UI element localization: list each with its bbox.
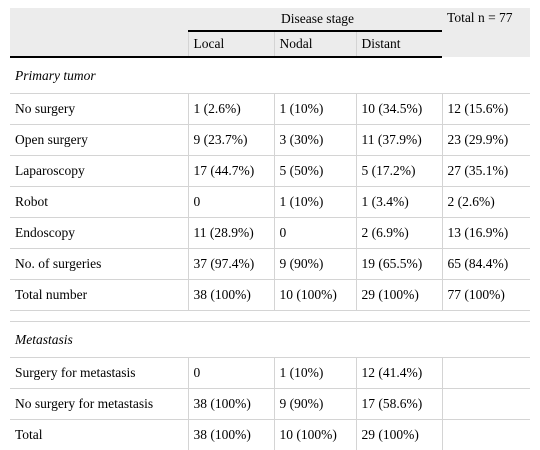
cell-nodal: 1 (10%) xyxy=(274,358,356,389)
cell-nodal: 10 (100%) xyxy=(274,420,356,450)
cell-nodal: 0 xyxy=(274,218,356,249)
cell-nodal: 9 (90%) xyxy=(274,389,356,420)
cell-distant: 29 (100%) xyxy=(356,280,442,311)
cell-total: 13 (16.9%) xyxy=(442,218,530,249)
cell-distant: 10 (34.5%) xyxy=(356,94,442,125)
cell-nodal: 1 (10%) xyxy=(274,94,356,125)
cell-local: 17 (44.7%) xyxy=(188,156,274,187)
spacer-cell xyxy=(10,311,530,322)
cell-total xyxy=(442,358,530,389)
cell-nodal: 9 (90%) xyxy=(274,249,356,280)
cell-local: 0 xyxy=(188,187,274,218)
row-label: Open surgery xyxy=(10,125,188,156)
total-header: Total n = 77 xyxy=(442,8,530,57)
cell-distant: 11 (37.9%) xyxy=(356,125,442,156)
cell-nodal: 10 (100%) xyxy=(274,280,356,311)
cell-nodal: 3 (30%) xyxy=(274,125,356,156)
row-label: No surgery for metastasis xyxy=(10,389,188,420)
row-label: Endoscopy xyxy=(10,218,188,249)
cell-local: 37 (97.4%) xyxy=(188,249,274,280)
row-label: No surgery xyxy=(10,94,188,125)
cell-distant: 5 (17.2%) xyxy=(356,156,442,187)
column-header-local: Local xyxy=(188,31,274,57)
cell-total xyxy=(442,420,530,450)
cell-local: 11 (28.9%) xyxy=(188,218,274,249)
row-label: Total xyxy=(10,420,188,450)
header-empty-cell xyxy=(10,8,188,31)
cell-distant: 17 (58.6%) xyxy=(356,389,442,420)
cell-local: 0 xyxy=(188,358,274,389)
row-label: Total number xyxy=(10,280,188,311)
cell-local: 1 (2.6%) xyxy=(188,94,274,125)
row-label: Laparoscopy xyxy=(10,156,188,187)
section-spacer xyxy=(10,311,530,322)
cell-local: 38 (100%) xyxy=(188,389,274,420)
cell-local: 38 (100%) xyxy=(188,280,274,311)
disease-stage-header: Disease stage xyxy=(188,8,442,31)
row-label: Surgery for metastasis xyxy=(10,358,188,389)
section-title: Primary tumor xyxy=(10,57,530,94)
header-row-group: Disease stage Total n = 77 xyxy=(10,8,530,31)
column-header-nodal: Nodal xyxy=(274,31,356,57)
row-label: No. of surgeries xyxy=(10,249,188,280)
cell-distant: 29 (100%) xyxy=(356,420,442,450)
section-title: Metastasis xyxy=(10,322,530,358)
cell-total: 23 (29.9%) xyxy=(442,125,530,156)
cell-distant: 12 (41.4%) xyxy=(356,358,442,389)
surgery-by-stage-table: Disease stage Total n = 77 Local Nodal D… xyxy=(10,8,530,450)
row-label: Robot xyxy=(10,187,188,218)
column-header-distant: Distant xyxy=(356,31,442,57)
header-empty-cell-2 xyxy=(10,31,188,57)
section-header-row: Primary tumor xyxy=(10,57,530,94)
cell-distant: 2 (6.9%) xyxy=(356,218,442,249)
cell-distant: 19 (65.5%) xyxy=(356,249,442,280)
cell-local: 9 (23.7%) xyxy=(188,125,274,156)
cell-nodal: 1 (10%) xyxy=(274,187,356,218)
cell-local: 38 (100%) xyxy=(188,420,274,450)
cell-total: 12 (15.6%) xyxy=(442,94,530,125)
section-header-row: Metastasis xyxy=(10,322,530,358)
cell-total xyxy=(442,389,530,420)
cell-total: 65 (84.4%) xyxy=(442,249,530,280)
cell-total: 2 (2.6%) xyxy=(442,187,530,218)
cell-total: 27 (35.1%) xyxy=(442,156,530,187)
cell-total: 77 (100%) xyxy=(442,280,530,311)
cell-distant: 1 (3.4%) xyxy=(356,187,442,218)
cell-nodal: 5 (50%) xyxy=(274,156,356,187)
